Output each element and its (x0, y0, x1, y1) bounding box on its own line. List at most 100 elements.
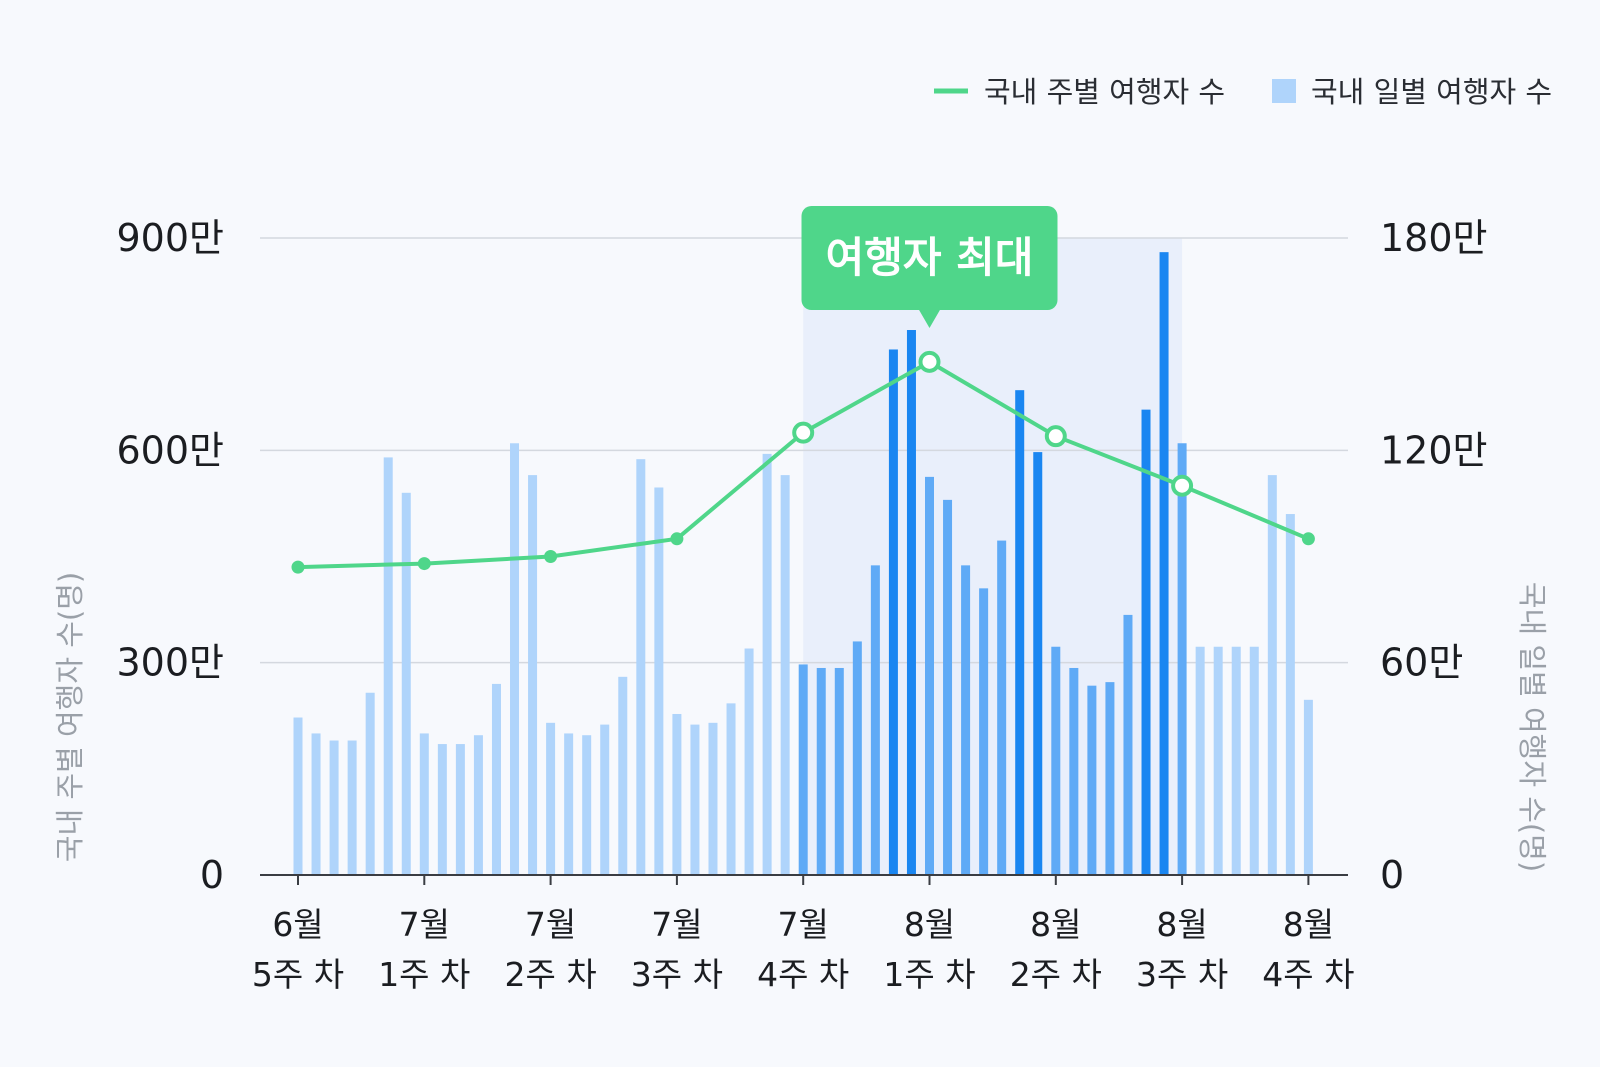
x-tick-month: 7월 (399, 905, 450, 944)
x-tick-week: 4주 차 (1262, 955, 1354, 994)
x-tick-month: 7월 (525, 905, 576, 944)
daily-bar (383, 457, 393, 875)
callout-pointer (918, 309, 941, 328)
legend-bar-swatch (1272, 79, 1296, 103)
daily-bar (870, 565, 880, 875)
x-tick-month: 8월 (1030, 905, 1081, 944)
left-tick-label: 600만 (117, 428, 225, 472)
daily-bar (1087, 685, 1097, 875)
highlight-band-group (803, 238, 1183, 875)
weekly-line (291, 350, 1315, 574)
daily-bar (979, 588, 989, 875)
daily-bar (1069, 667, 1079, 875)
daily-bar (654, 487, 664, 875)
daily-bar (329, 740, 339, 875)
daily-bar (1195, 646, 1205, 875)
daily-bar (510, 443, 520, 875)
x-tick-month: 8월 (904, 905, 955, 944)
weekly-point-highlight (1171, 474, 1194, 497)
daily-bar (852, 641, 862, 875)
daily-bar (1249, 646, 1259, 875)
daily-bar (1267, 475, 1277, 875)
left-tick-label: 0 (200, 853, 224, 897)
daily-bar (1105, 682, 1115, 875)
daily-bars (293, 252, 1313, 876)
daily-bar (347, 740, 357, 875)
daily-bar (1285, 514, 1295, 875)
daily-bar (1123, 614, 1133, 875)
daily-bar (906, 330, 916, 875)
x-tick-week: 3주 차 (631, 955, 723, 994)
daily-bar (401, 492, 411, 875)
x-tick-week: 1주 차 (378, 955, 470, 994)
callout-box (801, 206, 1058, 310)
daily-bar (672, 713, 682, 875)
x-tick-week: 2주 차 (1010, 955, 1102, 994)
daily-bar (419, 733, 429, 875)
right-tick-label: 120만 (1380, 428, 1488, 472)
daily-bar (690, 724, 700, 875)
x-tick-month: 7월 (778, 905, 829, 944)
right-axis-title: 국내 일별 여행자 수(명) (1515, 582, 1549, 872)
daily-bar (708, 722, 718, 875)
left-tick-label: 900만 (117, 216, 225, 260)
daily-bar (437, 744, 447, 875)
x-tick-month: 6월 (272, 905, 323, 944)
daily-bar (636, 459, 646, 875)
left-tick-label: 300만 (117, 641, 225, 685)
highlight-band (803, 238, 1183, 875)
x-tick-week: 5주 차 (252, 955, 344, 994)
x-tick-month: 7월 (651, 905, 702, 944)
daily-bar (762, 453, 772, 875)
daily-bar (600, 724, 610, 875)
right-tick-label: 0 (1380, 853, 1404, 897)
x-tick-week: 2주 차 (504, 955, 596, 994)
daily-bar (491, 683, 501, 875)
weekly-point-highlight (1044, 425, 1067, 448)
weekly-point-highlight (918, 350, 941, 373)
x-tick-week: 4주 차 (757, 955, 849, 994)
left-axis-title: 국내 주별 여행자 수(명) (53, 572, 87, 862)
weekly-point (291, 560, 305, 574)
daily-bar (943, 499, 953, 875)
daily-bar (1141, 409, 1151, 875)
daily-bar (473, 735, 483, 875)
daily-bar (1303, 699, 1313, 875)
daily-bar (564, 733, 574, 875)
daily-bar (925, 476, 934, 875)
x-tick-month: 8월 (1156, 905, 1207, 944)
daily-bar (1231, 646, 1241, 875)
axis-labels: 0 300만 600만 900만 0 60만 120만 180만 6월 5주 차 7월 1주 차 7월 2… (117, 216, 1488, 994)
daily-bar (1159, 252, 1169, 876)
daily-bar (726, 703, 736, 875)
daily-bar (1213, 646, 1223, 875)
weekly-point (417, 557, 431, 571)
daily-bar (546, 722, 556, 875)
x-axis (260, 874, 1348, 885)
daily-bar (744, 648, 754, 875)
daily-bar (888, 349, 898, 876)
legend-daily-label: 국내 일별 여행자 수 (1311, 75, 1552, 109)
callout-label: 여행자 최대 (826, 233, 1034, 282)
x-tick-week: 3주 차 (1136, 955, 1228, 994)
daily-bar (997, 540, 1007, 875)
x-tick-week: 1주 차 (883, 955, 975, 994)
daily-bar (961, 565, 971, 875)
daily-bar (293, 717, 303, 875)
daily-bar (1051, 646, 1061, 875)
daily-bar (582, 735, 592, 875)
weekly-point (544, 550, 558, 563)
right-tick-label: 180만 (1380, 216, 1488, 260)
daily-bar (365, 692, 375, 875)
daily-bar (618, 676, 628, 875)
right-tick-label: 60만 (1380, 641, 1463, 685)
legend-weekly-label: 국내 주별 여행자 수 (984, 75, 1225, 109)
daily-bar (1033, 452, 1043, 875)
daily-bar (1177, 443, 1187, 875)
x-tick-month: 8월 (1283, 905, 1334, 944)
daily-bar (834, 667, 844, 875)
legend: 국내 주별 여행자 수 국내 일별 여행자 수 (934, 75, 1552, 109)
daily-bar (528, 475, 538, 875)
